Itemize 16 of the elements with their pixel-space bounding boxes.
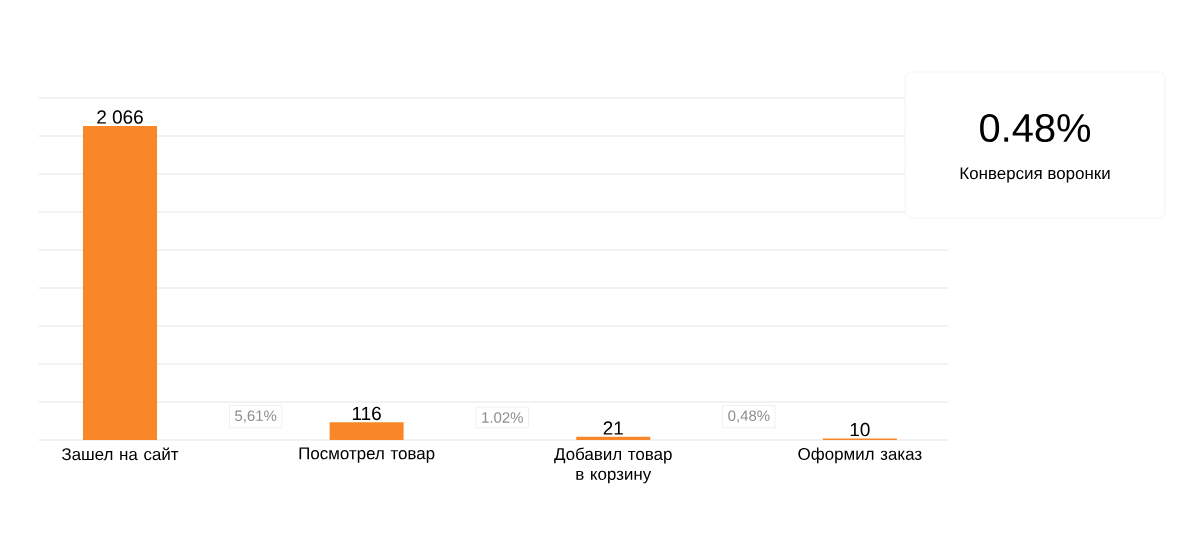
x-tick-label: Добавил товар в корзину <box>554 447 672 484</box>
bar <box>329 422 404 440</box>
text: Конверсия воронки <box>960 167 1110 183</box>
bar <box>576 436 651 440</box>
data-label: 2 066 <box>97 110 143 124</box>
data-label: 10 <box>850 422 870 437</box>
bar <box>83 125 158 440</box>
annotation: 5,61% <box>235 410 277 423</box>
annotation: 0,48% <box>728 410 770 423</box>
annotation: 1.02% <box>482 412 523 423</box>
x-tick-label: Посмотрел товар <box>299 447 435 463</box>
x-tick-label: Зашел на сайт <box>61 447 179 461</box>
data-label: 21 <box>603 421 623 435</box>
data-label: 116 <box>352 406 381 421</box>
x-tick-label: Оформил заказ <box>798 447 922 464</box>
text: 0.48% <box>980 113 1091 143</box>
